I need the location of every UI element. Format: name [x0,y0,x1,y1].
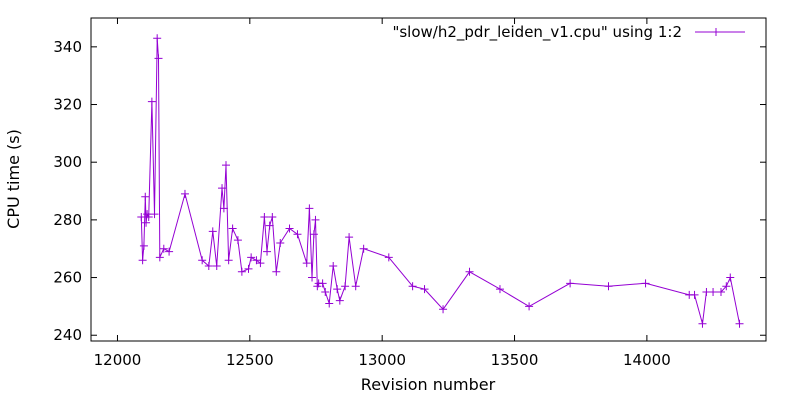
data-point [218,184,227,193]
data-point [325,299,334,308]
data-point [144,212,153,221]
series-line [140,38,740,324]
data-point [698,319,707,328]
data-point [341,282,350,291]
data-point [309,230,318,239]
data-point [641,279,650,288]
data-point [735,319,744,328]
data-point [408,282,417,291]
data-point [138,256,147,265]
data-point [305,204,314,213]
data-point [709,287,718,296]
data-point [525,302,534,311]
y-axis: 240 260 280 300 320 340 [53,38,766,344]
plot-frame [90,17,767,342]
legend-marker [712,28,720,36]
y-tick-label: 320 [53,96,82,114]
x-axis-label: Revision number [361,375,496,394]
y-tick-label: 280 [53,211,82,229]
data-point [311,215,320,224]
data-point [142,218,151,227]
data-point [726,273,735,282]
legend: "slow/h2_pdr_leiden_v1.cpu" using 1:2 [392,23,745,42]
data-point [566,279,575,288]
y-tick-label: 240 [53,326,82,344]
data-point [495,285,504,294]
data-point [318,279,327,288]
data-point [690,290,699,299]
data-point [228,224,237,233]
data-point [222,161,230,170]
data-point [293,230,302,239]
data-point [308,273,317,282]
data-point [345,233,354,242]
data-point [351,282,360,291]
data-point [244,264,253,273]
legend-label: "slow/h2_pdr_leiden_v1.cpu" using 1:2 [392,23,682,42]
data-point [321,287,330,296]
data-point [237,267,246,276]
data-point [155,253,164,262]
data-point [204,262,213,271]
data-point [272,267,281,276]
data-point [717,287,725,296]
data-point [208,227,217,236]
x-tick-label: 14000 [623,351,671,369]
data-point [268,212,277,221]
data-point [722,282,731,291]
y-axis-label: CPU time (s) [4,129,23,229]
data-point [265,221,274,230]
data-point [256,259,265,268]
x-axis: 12000 12500 13000 13500 14000 [94,18,671,369]
y-tick-label: 300 [53,153,82,171]
data-point [420,285,429,294]
data-point [335,296,344,305]
data-point [141,192,150,201]
data-point [359,244,368,253]
data-point [219,204,228,213]
data-point [465,267,474,276]
data-point [153,34,162,43]
x-tick-label: 12000 [94,351,142,369]
data-point [233,236,242,245]
data-point [263,247,272,256]
data-point [198,256,207,265]
data-point [329,262,338,271]
data-point [224,256,233,265]
y-tick-label: 340 [53,38,82,56]
data-point [247,253,256,262]
data-point [154,54,163,63]
data-point [285,224,294,233]
data-point [439,305,448,314]
data-point [333,285,342,294]
x-tick-label: 13000 [358,351,406,369]
data-point [276,238,285,247]
data-point [139,241,148,250]
data-point [150,210,159,219]
data-point [137,212,146,221]
data-point [604,282,613,291]
data-point [159,244,168,253]
x-tick-label: 13500 [491,351,539,369]
data-point [147,97,156,106]
data-point [165,247,174,256]
data-point [302,259,311,268]
series-layer [137,34,744,328]
y-tick-label: 260 [53,269,82,287]
data-point [180,189,189,198]
data-point [260,212,269,221]
x-tick-label: 12500 [226,351,274,369]
data-point [212,262,221,271]
data-point [384,253,393,262]
